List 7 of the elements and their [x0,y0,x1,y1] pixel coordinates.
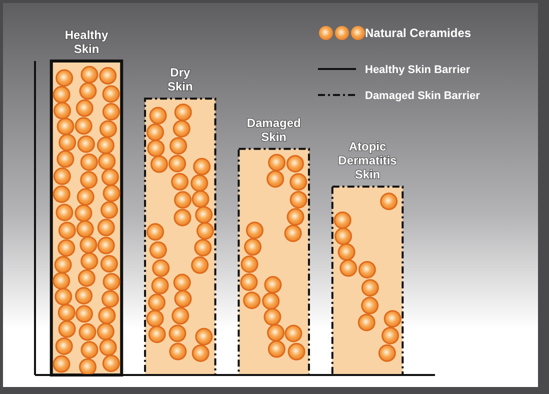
x-tick-label: Dry Skin [167,66,193,94]
legend-label: Natural Ceramides [365,26,472,40]
x-tick-label: Atopic Dermatitis Skin [338,140,398,182]
annotation: Damaged Skin Barrier [365,90,481,102]
x-tick-label: Damaged Skin [246,116,301,144]
x-tick-label: Healthy Skin [64,28,108,56]
annotation: Healthy Skin Barrier [365,64,471,76]
